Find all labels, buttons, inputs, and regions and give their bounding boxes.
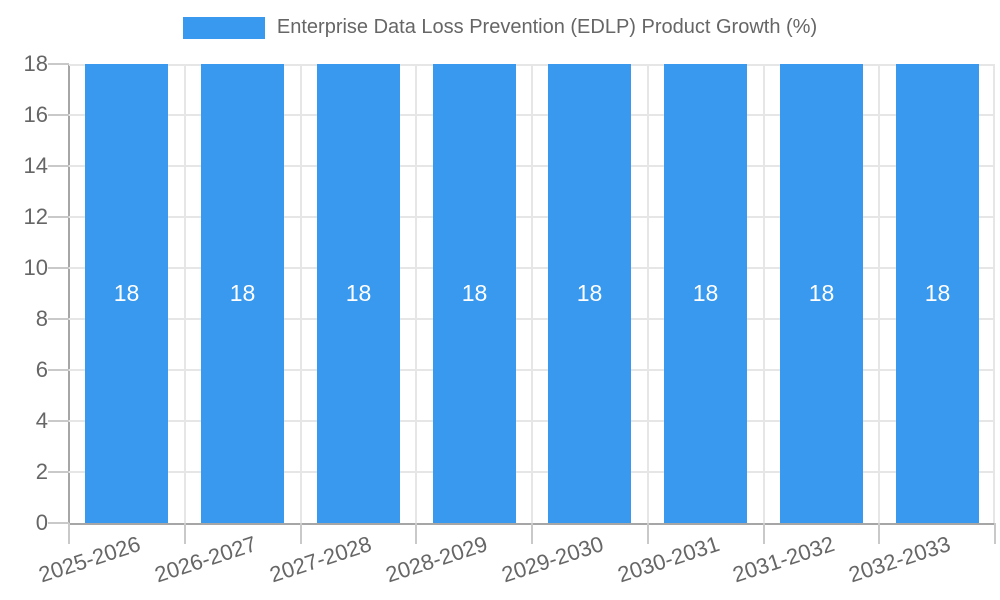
y-axis-tick xyxy=(48,522,69,524)
y-axis-tick-label: 12 xyxy=(23,204,48,229)
x-axis-tick xyxy=(878,523,881,544)
x-axis-tick xyxy=(646,523,649,544)
x-axis-tick xyxy=(183,523,186,544)
y-axis-tick-label: 18 xyxy=(23,51,48,76)
x-axis-label: 2031-2032 xyxy=(729,531,838,588)
gridline-vertical xyxy=(531,64,533,523)
legend-label: Enterprise Data Loss Prevention (EDLP) P… xyxy=(276,16,818,38)
y-axis-tick-label: 2 xyxy=(35,459,48,484)
bar[interactable]: 18 xyxy=(780,64,863,523)
x-axis-label: 2026-2027 xyxy=(151,531,260,588)
x-axis-label: 2032-2033 xyxy=(845,531,954,588)
bar-value-label: 18 xyxy=(461,280,488,306)
y-axis-tick xyxy=(48,471,69,473)
bar[interactable]: 18 xyxy=(317,64,400,523)
y-axis-tick xyxy=(48,369,69,371)
y-axis-tick-label: 10 xyxy=(23,255,48,280)
bar-value-label: 18 xyxy=(808,280,835,306)
bar-value-label: 18 xyxy=(113,280,140,306)
bar-value-label: 18 xyxy=(576,280,603,306)
y-axis-tick-label: 4 xyxy=(35,408,48,433)
x-axis-label: 2030-2031 xyxy=(614,531,723,588)
y-axis-tick-label: 8 xyxy=(35,306,48,331)
x-axis-label: 2025-2026 xyxy=(35,531,144,588)
x-axis-tick xyxy=(299,523,302,544)
gridline-vertical xyxy=(878,64,881,523)
y-axis-tick xyxy=(48,420,69,422)
x-axis-label: 2028-2029 xyxy=(382,531,491,588)
y-axis-tick xyxy=(48,216,69,218)
legend-item[interactable]: Enterprise Data Loss Prevention (EDLP) P… xyxy=(182,16,818,39)
bar-value-label: 18 xyxy=(345,280,372,306)
y-axis-tick xyxy=(48,114,69,116)
y-axis-tick-label: 16 xyxy=(23,102,48,127)
x-axis-tick xyxy=(415,523,418,544)
y-axis-tick xyxy=(48,318,69,320)
bar[interactable]: 18 xyxy=(433,64,516,523)
bar[interactable]: 18 xyxy=(548,64,631,523)
gridline-vertical xyxy=(646,64,649,523)
gridline-vertical xyxy=(993,64,995,523)
y-axis-tick xyxy=(48,267,69,269)
y-axis-tick-label: 14 xyxy=(23,153,48,178)
gridline-vertical xyxy=(299,64,302,523)
chart-legend: Enterprise Data Loss Prevention (EDLP) P… xyxy=(0,16,1000,39)
bar-value-label: 18 xyxy=(229,280,256,306)
gridline-vertical xyxy=(762,64,765,523)
y-axis-tick xyxy=(48,165,69,167)
x-axis-label: 2029-2030 xyxy=(498,531,607,588)
bar[interactable]: 18 xyxy=(85,64,168,523)
bar[interactable]: 18 xyxy=(201,64,284,523)
x-axis-tick xyxy=(762,523,765,544)
bar-value-label: 18 xyxy=(692,280,719,306)
y-axis-line xyxy=(68,64,70,524)
legend-swatch xyxy=(182,16,265,39)
y-axis-tick xyxy=(48,63,69,65)
x-axis-tick xyxy=(531,523,533,544)
bar[interactable]: 18 xyxy=(664,64,747,523)
y-axis-tick-label: 6 xyxy=(35,357,48,382)
bar-value-label: 18 xyxy=(924,280,951,306)
x-axis-tick xyxy=(68,523,70,544)
plot-area: 18 18 18 18 18 18 18 18 xyxy=(69,64,995,523)
gridline-vertical xyxy=(415,64,418,523)
x-axis-tick xyxy=(994,523,996,544)
bar[interactable]: 18 xyxy=(896,64,979,523)
gridline-vertical xyxy=(183,64,186,523)
y-axis-tick-label: 0 xyxy=(35,510,48,535)
x-axis-label: 2027-2028 xyxy=(266,531,375,588)
